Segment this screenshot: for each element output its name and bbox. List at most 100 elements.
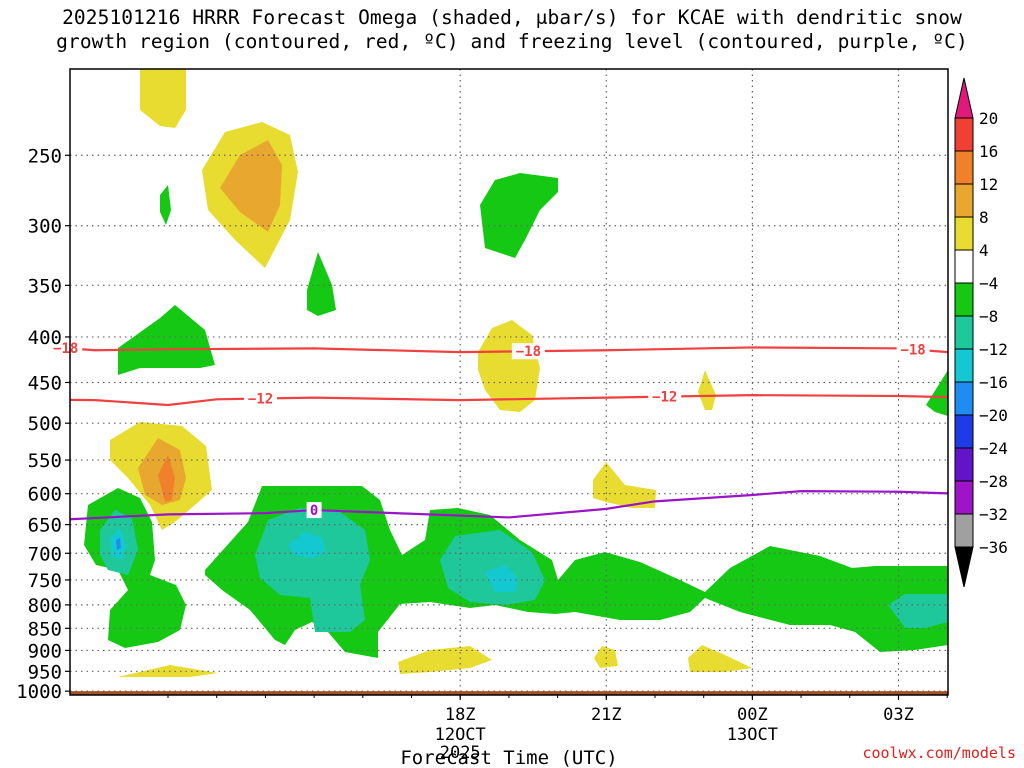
omega-region xyxy=(688,645,752,672)
omega-region xyxy=(440,530,545,605)
colorbar-band xyxy=(954,447,974,482)
omega-region xyxy=(398,646,492,674)
colorbar-level-label: −16 xyxy=(979,373,1008,392)
colorbar-band xyxy=(954,315,974,350)
y-tick-label: 350 xyxy=(28,275,62,297)
colorbar-level-label: 4 xyxy=(979,241,989,260)
colorbar-band xyxy=(954,282,974,317)
omega-shading xyxy=(84,69,948,677)
omega-region xyxy=(220,140,282,232)
chart-title-line-1: 2025101216 HRRR Forecast Omega (shaded, … xyxy=(62,6,962,29)
y-axis: 2503003504004505005506006507007508008509… xyxy=(16,145,70,703)
omega-region xyxy=(160,185,171,225)
colorbar-level-label: −32 xyxy=(979,505,1008,524)
colorbar-level-label: 12 xyxy=(979,175,998,194)
omega-region xyxy=(888,594,948,628)
y-tick-label: 600 xyxy=(28,484,62,506)
y-tick-label: 800 xyxy=(28,595,62,617)
omega-region xyxy=(485,565,518,592)
y-tick-label: 400 xyxy=(28,327,62,349)
y-tick-label: 450 xyxy=(28,372,62,394)
contour-freezing-level-0 xyxy=(70,489,948,521)
colorbar-level-label: −24 xyxy=(979,439,1008,458)
contour-label-bg xyxy=(511,343,545,360)
colorbar-level-label: 8 xyxy=(979,208,989,227)
contour-dendritic-minus18 xyxy=(70,346,948,354)
omega-region xyxy=(158,455,175,502)
contour-label-bg xyxy=(244,390,278,407)
colorbar-level-label: −12 xyxy=(979,340,1008,359)
y-tick-label: 750 xyxy=(28,570,62,592)
colorbar-band xyxy=(954,150,974,185)
colorbar-level-label: 20 xyxy=(979,109,998,128)
contour-label: −12 xyxy=(248,392,273,408)
x-axis: 18Z12OCT202521Z00Z13OCT03Z06Z09Z xyxy=(167,695,948,763)
x-tick-label: 00Z xyxy=(737,705,768,725)
x-tick-label: 18Z xyxy=(445,705,476,725)
colorbar-level-label: −36 xyxy=(979,538,1008,557)
y-tick-label: 1000 xyxy=(16,681,62,703)
colorbar-band xyxy=(954,348,974,383)
contour-lines: −18−18−18−12−12−120 xyxy=(49,340,948,521)
colorbar-level-label: −8 xyxy=(979,307,998,326)
colorbar: 20 16 12 8 4 −4 −8 −12 −16 −20 −24 −28 −32 −36 xyxy=(954,77,1008,588)
y-tick-label: 250 xyxy=(28,145,62,167)
omega-region xyxy=(926,370,948,416)
x-tick-date-label: 12OCT xyxy=(435,725,486,745)
colorbar-bottom-arrow xyxy=(954,546,974,588)
colorbar-band xyxy=(954,480,974,515)
omega-region xyxy=(118,665,218,677)
omega-region xyxy=(116,538,121,550)
contour-label-bg xyxy=(49,340,83,357)
colorbar-band xyxy=(954,249,974,284)
colorbar-band xyxy=(954,513,974,548)
omega-region xyxy=(307,252,336,316)
x-tick-date-label: 13OCT xyxy=(727,725,778,745)
chart-title-line-2: growth region (contoured, red, ºC) and f… xyxy=(56,30,968,53)
x-tick-year-label: 2025 xyxy=(440,743,481,763)
omega-region xyxy=(480,173,558,258)
y-tick-label: 850 xyxy=(28,618,62,640)
x-axis-label: Forecast Time (UTC) xyxy=(400,747,617,768)
contour-label: −12 xyxy=(652,390,677,406)
omega-region xyxy=(478,320,540,412)
colorbar-top-arrow xyxy=(954,77,974,119)
colorbar-band xyxy=(954,414,974,449)
omega-region xyxy=(255,508,370,632)
omega-region xyxy=(140,69,186,128)
colorbar-band xyxy=(954,183,974,218)
omega-region xyxy=(594,646,618,668)
y-tick-label: 650 xyxy=(28,515,62,537)
colorbar-level-label: −20 xyxy=(979,406,1008,425)
contour-label: 0 xyxy=(310,503,318,519)
contour-label: −18 xyxy=(53,341,78,357)
contour-label-bg xyxy=(306,502,322,519)
omega-region xyxy=(698,370,716,410)
colorbar-level-label: 16 xyxy=(979,142,998,161)
colorbar-level-label: −4 xyxy=(979,274,998,293)
y-tick-label: 500 xyxy=(28,413,62,435)
site-credit: coolwx.com/models xyxy=(862,744,1016,762)
y-tick-label: 900 xyxy=(28,640,62,662)
contour-label: −18 xyxy=(516,344,541,360)
contour-label-bg xyxy=(896,341,930,358)
y-tick-label: 700 xyxy=(28,543,62,565)
y-tick-label: 550 xyxy=(28,450,62,472)
omega-region xyxy=(593,462,656,508)
omega-region xyxy=(288,532,326,558)
colorbar-band xyxy=(954,117,974,152)
y-tick-label: 300 xyxy=(28,216,62,238)
y-tick-label: 950 xyxy=(28,661,62,683)
omega-region xyxy=(205,486,948,658)
contour-label: −18 xyxy=(900,342,925,358)
colorbar-band xyxy=(954,381,974,416)
contour-label-bg xyxy=(648,388,682,405)
x-tick-label: 03Z xyxy=(883,705,914,725)
ground-surface xyxy=(70,691,948,695)
omega-region xyxy=(118,305,215,375)
colorbar-band xyxy=(954,216,974,251)
colorbar-level-label: −28 xyxy=(979,472,1008,491)
contour-dendritic-minus12 xyxy=(70,394,948,407)
x-tick-label: 21Z xyxy=(591,705,622,725)
